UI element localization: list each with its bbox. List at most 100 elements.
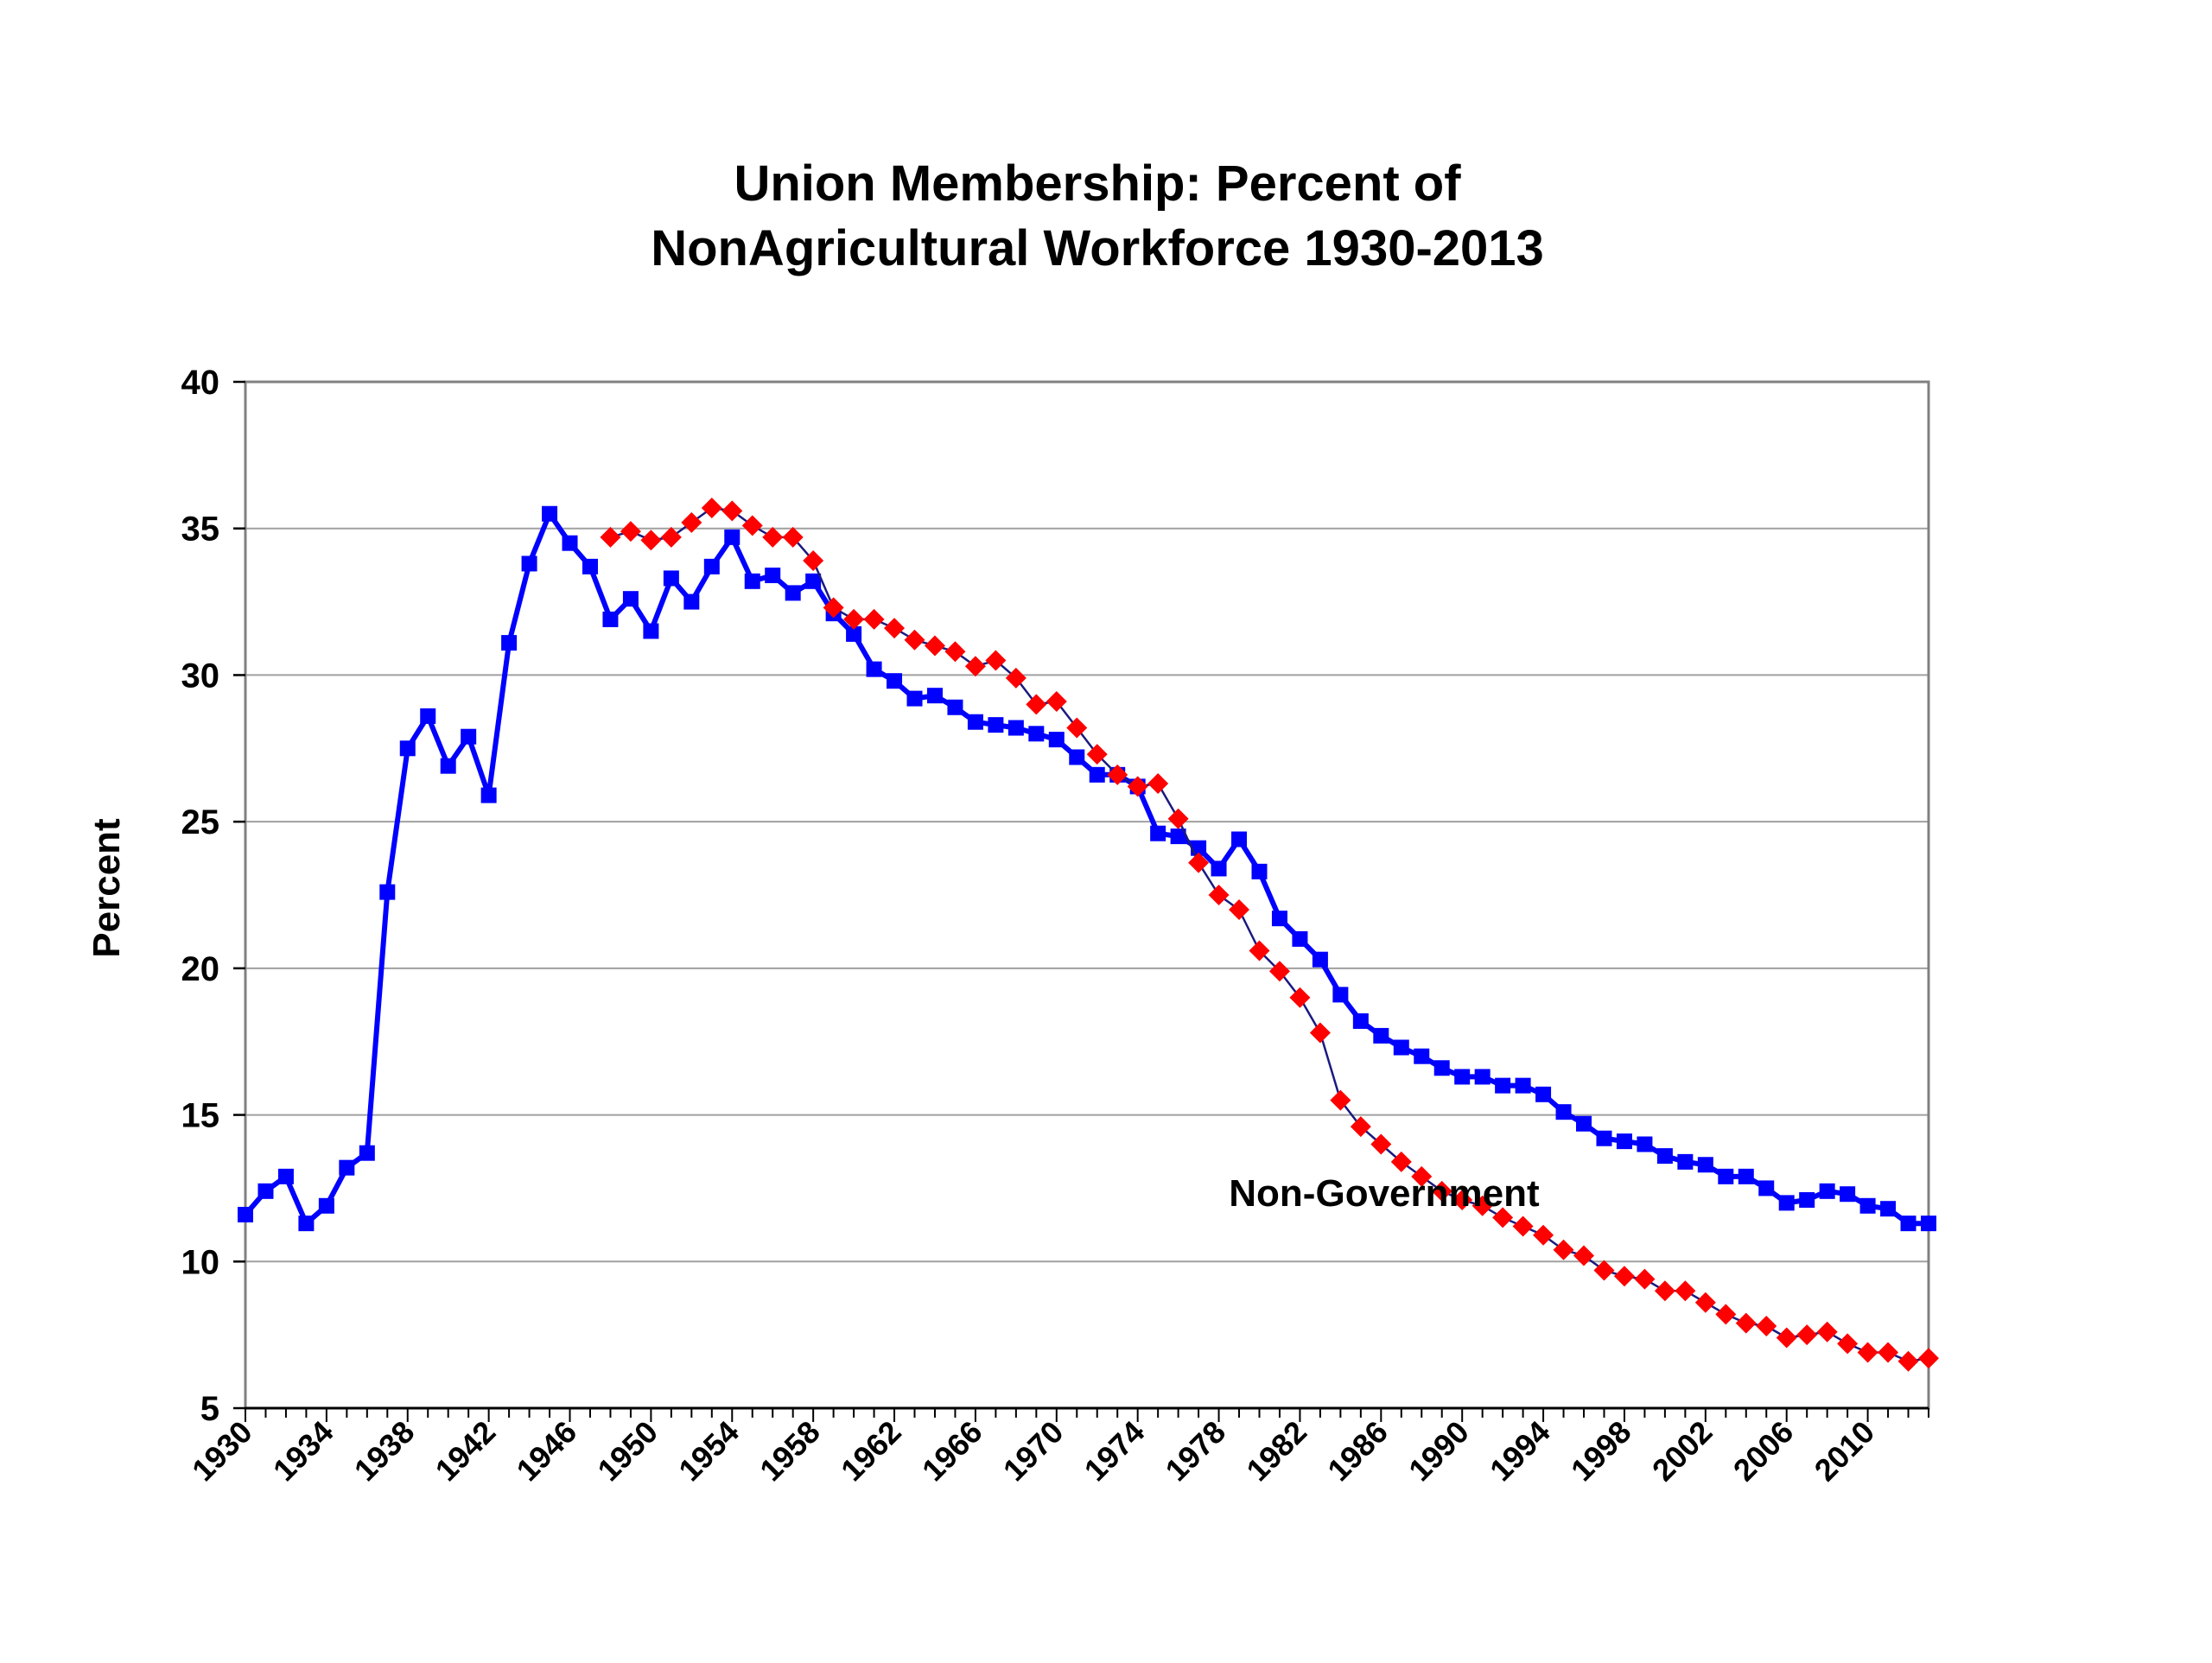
data-point-total [846, 625, 862, 642]
data-point-total [947, 699, 963, 715]
data-point-total [1251, 863, 1268, 879]
data-point-total [1393, 1039, 1409, 1056]
data-point-total [1332, 987, 1349, 1003]
data-point-non-government [1411, 1165, 1433, 1187]
series-nongov [600, 497, 1939, 1372]
y-tick-label: 30 [181, 657, 220, 695]
data-point-non-government [741, 515, 763, 536]
data-point-total [1312, 951, 1328, 968]
data-point-non-government [1309, 1022, 1331, 1044]
data-point-total [1048, 732, 1065, 748]
data-point-total [1211, 860, 1227, 877]
data-point-non-government [1897, 1350, 1919, 1372]
data-point-non-government [640, 530, 662, 551]
data-point-non-government [701, 497, 722, 518]
data-point-total [1697, 1157, 1713, 1173]
data-point-total [1576, 1115, 1592, 1132]
data-point-total [602, 611, 619, 627]
data-point-total [906, 690, 923, 707]
y-tick-label: 15 [181, 1097, 220, 1135]
data-point-total [1028, 726, 1045, 742]
axis-ticks [233, 380, 1929, 1422]
data-point-total [1474, 1069, 1491, 1085]
data-point-total [744, 573, 760, 589]
data-point-total [440, 758, 456, 774]
data-point-total [1799, 1192, 1815, 1209]
data-point-total [1414, 1048, 1430, 1064]
data-point-total [1718, 1168, 1734, 1184]
data-point-non-government [1208, 885, 1230, 905]
data-point-non-government [1390, 1151, 1412, 1172]
data-point-non-government [1816, 1321, 1838, 1342]
data-point-total [1373, 1027, 1389, 1044]
data-point-non-government [1878, 1342, 1899, 1363]
data-point-total [1656, 1148, 1673, 1165]
data-point-non-government [1330, 1089, 1351, 1111]
y-tick-label: 10 [181, 1243, 220, 1281]
annotation-non-government: Non-Government [1229, 1172, 1540, 1215]
data-point-total [703, 558, 720, 574]
gridlines [245, 527, 1929, 1263]
data-point-total [461, 728, 477, 745]
data-point-total [1515, 1077, 1531, 1094]
data-point-total [765, 568, 781, 584]
y-axis-label: Percent [86, 818, 128, 958]
data-point-non-government [1229, 898, 1250, 920]
data-point-total [379, 884, 396, 900]
data-point-total [1596, 1130, 1612, 1146]
data-point-non-government [924, 635, 945, 657]
data-point-non-government [1249, 940, 1270, 962]
data-point-non-government [1066, 717, 1088, 739]
data-point-non-government [1533, 1224, 1554, 1246]
data-point-total [542, 505, 558, 522]
data-point-total [1495, 1077, 1511, 1094]
data-point-non-government [1675, 1280, 1696, 1302]
data-point-total [1292, 930, 1308, 947]
data-point-non-government [904, 629, 925, 651]
data-point-total [238, 1206, 253, 1222]
data-point-non-government [884, 618, 906, 639]
data-point-non-government [762, 526, 784, 548]
data-point-total [521, 555, 537, 572]
data-point-non-government [1593, 1260, 1615, 1281]
data-point-non-government [721, 500, 743, 522]
data-point-non-government [1471, 1195, 1493, 1216]
data-point-non-government [1046, 690, 1067, 712]
data-point-total [339, 1159, 355, 1176]
data-point-total [359, 1145, 375, 1161]
data-point-total [1616, 1133, 1632, 1150]
data-point-total [1677, 1153, 1694, 1170]
data-point-non-government [620, 521, 641, 543]
data-point-total [724, 529, 741, 545]
chart-title-line-2: NonAgricultural Workforce 1930-2013 [651, 220, 1544, 276]
data-point-total [866, 661, 882, 677]
y-tick-label: 40 [181, 364, 220, 402]
data-point-non-government [1756, 1315, 1777, 1336]
data-point-total [887, 673, 903, 689]
data-point-non-government [1553, 1239, 1574, 1260]
data-point-total [1069, 749, 1085, 765]
data-point-non-government [985, 650, 1007, 671]
data-point-total [1089, 766, 1105, 783]
data-point-non-government [944, 641, 966, 663]
data-point-non-government [1026, 694, 1047, 715]
data-point-non-government [1289, 987, 1311, 1008]
data-point-non-government [803, 550, 824, 572]
data-point-non-government [1512, 1216, 1534, 1237]
y-tick-label: 20 [181, 950, 220, 988]
data-point-total [663, 570, 679, 587]
data-point-total [480, 787, 497, 803]
data-point-non-government [1268, 961, 1290, 982]
data-point-total [1758, 1180, 1775, 1196]
data-point-total [1819, 1183, 1835, 1199]
data-point-non-government [1005, 667, 1027, 689]
data-point-total [1454, 1069, 1471, 1085]
data-point-non-government [1857, 1342, 1878, 1363]
data-point-non-government [1086, 744, 1108, 765]
chart-title-line-1: Union Membership: Percent of [734, 156, 1461, 212]
data-point-non-government [1370, 1133, 1392, 1155]
data-point-non-government [1715, 1304, 1737, 1325]
data-point-non-government [1573, 1245, 1595, 1266]
